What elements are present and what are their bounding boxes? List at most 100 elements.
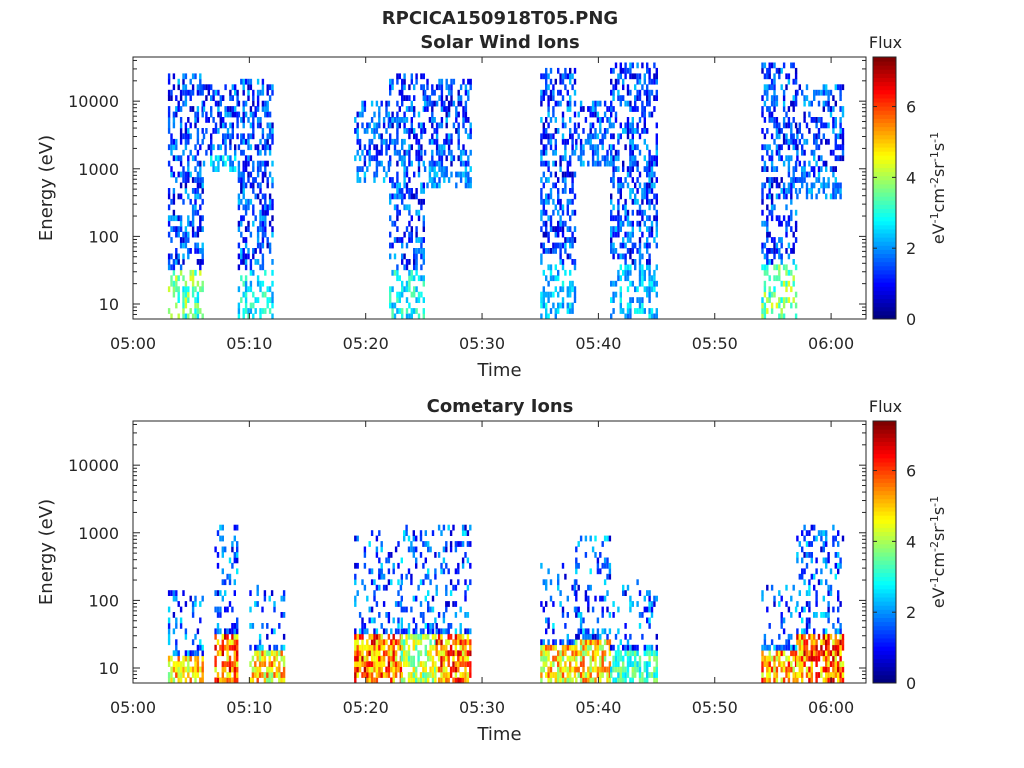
spectrogram-cell [233, 639, 236, 646]
spectrogram-cell [469, 644, 472, 651]
spectrogram-cell [837, 84, 840, 91]
spectrogram-cell [420, 84, 423, 91]
spectrogram-cell [219, 100, 222, 107]
spectrogram-cell [643, 666, 646, 673]
spectrogram-cell [457, 666, 460, 673]
spectrogram-cell [182, 291, 185, 298]
spectrogram-cell [224, 144, 227, 151]
spectrogram-cell [452, 155, 456, 162]
spectrogram-cell [366, 666, 369, 673]
spectrogram-cell [242, 89, 245, 96]
spectrogram-cell [571, 639, 574, 646]
spectrogram-cell [167, 106, 171, 112]
spectrogram-cell [622, 95, 625, 101]
spectrogram-cell [808, 584, 811, 591]
spectrogram-cell [766, 259, 769, 265]
spectrogram-cell [435, 144, 439, 151]
spectrogram-cell [766, 67, 769, 74]
spectrogram-cell [805, 138, 809, 145]
spectrogram-cell [815, 557, 818, 564]
spectrogram-cell [187, 672, 190, 678]
spectrogram-cell [564, 666, 567, 673]
spectrogram-cell [391, 78, 394, 85]
spectrogram-cell [434, 573, 437, 580]
spectrogram-cell [780, 259, 783, 265]
spectrogram-cell [221, 524, 224, 531]
spectrogram-cell [655, 677, 658, 684]
spectrogram-cell [603, 557, 607, 564]
spectrogram-cell [457, 100, 460, 107]
spectrogram-cell [263, 655, 267, 662]
spectrogram-cell [214, 166, 218, 172]
spectrogram-cell [217, 155, 220, 162]
spectrogram-cell [385, 628, 388, 635]
spectrogram-cell [373, 617, 376, 624]
spectrogram-cell [612, 291, 615, 298]
spectrogram-cell [363, 106, 367, 112]
spectrogram-cell [184, 100, 188, 107]
spectrogram-cell [547, 166, 550, 172]
spectrogram-cell [268, 220, 272, 227]
spectrogram-cell [603, 655, 607, 662]
spectrogram-cell [584, 644, 588, 651]
spectrogram-cell [820, 639, 823, 646]
spectrogram-cell [608, 644, 612, 651]
spectrogram-cell [606, 672, 609, 678]
spectrogram-cell [552, 628, 555, 635]
spectrogram-cell [358, 155, 362, 162]
spectrogram-cell [766, 89, 769, 96]
spectrogram-cell [391, 313, 394, 320]
spectrogram-cell [810, 182, 813, 189]
spectrogram-cell [440, 655, 443, 662]
spectrogram-cell [172, 269, 176, 276]
spectrogram-cell [212, 95, 215, 101]
spectrogram-cell [443, 144, 446, 151]
spectrogram-cell [552, 248, 555, 254]
spectrogram-cell [815, 122, 818, 129]
spectrogram-cell [389, 84, 392, 91]
spectrogram-cell [790, 188, 793, 194]
spectrogram-cell [773, 286, 776, 293]
spectrogram-cell [612, 644, 615, 651]
spectrogram-cell [825, 557, 828, 564]
spectrogram-cell [545, 275, 548, 282]
spectrogram-cell [196, 138, 200, 145]
spectrogram-cell [172, 155, 176, 162]
spectrogram-cell [210, 149, 213, 156]
spectrogram-cell [650, 155, 654, 162]
spectrogram-cell [361, 628, 364, 635]
spectrogram-cell [624, 177, 627, 183]
spectrogram-cell [547, 138, 550, 145]
spectrogram-cell [792, 138, 795, 145]
colorbar-segment [873, 102, 896, 107]
spectrogram-cell [582, 617, 585, 624]
spectrogram-cell [231, 639, 234, 646]
spectrogram-cell [822, 546, 825, 553]
y-tick-label: 10000 [68, 92, 119, 111]
spectrogram-cell [440, 633, 443, 640]
spectrogram-cell [275, 672, 279, 678]
spectrogram-cell [608, 672, 612, 678]
spectrogram-cell [778, 313, 781, 320]
spectrogram-cell [229, 95, 232, 101]
spectrogram-cell [540, 95, 543, 101]
spectrogram-cell [638, 269, 642, 276]
spectrogram-cell [540, 133, 543, 140]
spectrogram-cell [420, 122, 423, 129]
spectrogram-cell [763, 166, 767, 172]
spectrogram-cell [542, 144, 545, 151]
spectrogram-cell [650, 644, 654, 651]
spectrogram-cell [792, 144, 795, 151]
spectrogram-cell [268, 655, 271, 662]
spectrogram-cell [641, 198, 644, 205]
spectrogram-cell [825, 677, 828, 684]
spectrogram-cell [236, 133, 239, 140]
spectrogram-cell [172, 286, 176, 293]
spectrogram-cell [803, 661, 806, 667]
spectrogram-cell [398, 188, 401, 194]
spectrogram-cell [266, 633, 269, 640]
spectrogram-cell [431, 111, 434, 118]
spectrogram-cell [391, 308, 394, 314]
spectrogram-cell [370, 155, 374, 162]
spectrogram-cell [459, 606, 462, 613]
